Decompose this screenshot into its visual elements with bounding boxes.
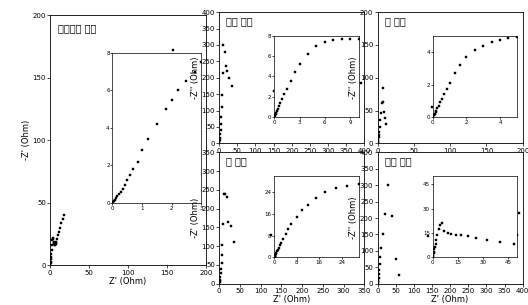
Y-axis label: -Z' (Ohm): -Z' (Ohm) [22, 120, 31, 160]
X-axis label: Z' (Ohm): Z' (Ohm) [273, 155, 310, 164]
Y-axis label: -Z'' (Ohm): -Z'' (Ohm) [350, 56, 359, 99]
Y-axis label: -Z' (Ohm): -Z' (Ohm) [191, 198, 200, 238]
Y-axis label: -Z'' (Ohm): -Z'' (Ohm) [191, 56, 200, 99]
Text: 황 도입: 황 도입 [227, 156, 247, 167]
X-axis label: Z' (Ohm): Z' (Ohm) [273, 295, 310, 304]
Text: 질소 도입: 질소 도입 [227, 16, 253, 26]
Text: 이중원소 없음: 이중원소 없음 [58, 23, 96, 33]
X-axis label: Z' (Ohm): Z' (Ohm) [431, 295, 469, 304]
Y-axis label: -Z'' (Ohm): -Z'' (Ohm) [350, 197, 359, 239]
X-axis label: Z' (Ohm): Z' (Ohm) [109, 277, 147, 286]
Text: 인 도입: 인 도입 [385, 16, 406, 26]
Text: 붕소 도입: 붕소 도입 [385, 156, 411, 167]
X-axis label: Z' (Ohm): Z' (Ohm) [431, 155, 469, 164]
